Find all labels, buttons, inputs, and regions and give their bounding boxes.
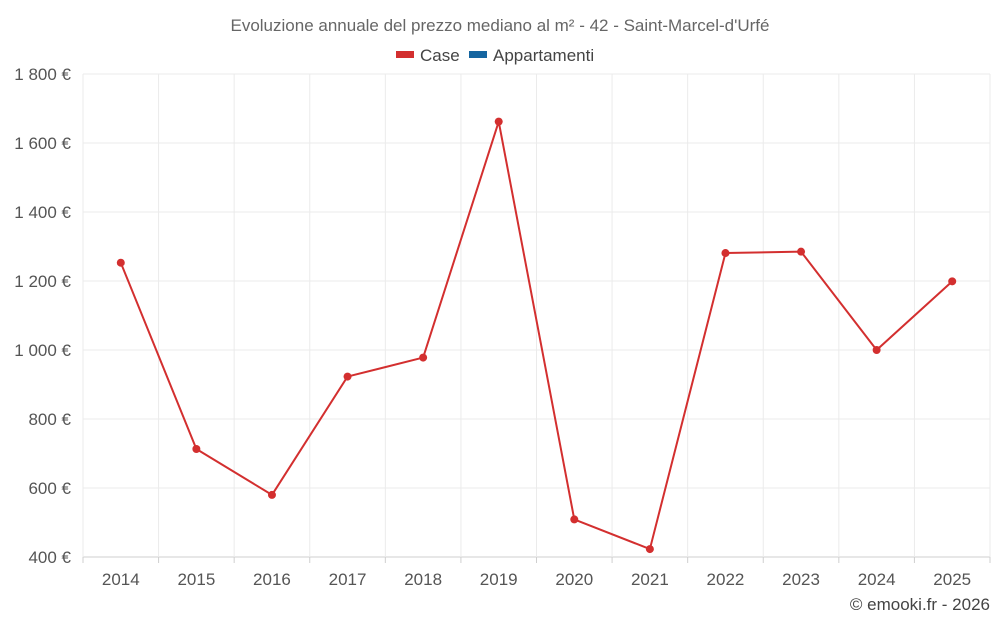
series <box>116 117 957 554</box>
data-point[interactable] <box>948 277 957 286</box>
chart-title: Evoluzione annuale del prezzo mediano al… <box>230 16 769 35</box>
y-tick-label: 1 200 € <box>14 272 71 291</box>
x-tick-label: 2024 <box>858 570 896 589</box>
data-point[interactable] <box>872 346 881 354</box>
data-point[interactable] <box>494 117 503 126</box>
credit-text: © emooki.fr - 2026 <box>850 595 990 614</box>
x-tick-label: 2020 <box>555 570 593 589</box>
legend-swatch-1[interactable] <box>469 51 487 58</box>
y-tick-label: 1 400 € <box>14 203 71 222</box>
data-point[interactable] <box>192 445 201 454</box>
data-point[interactable] <box>343 372 352 381</box>
y-tick-label: 400 € <box>28 548 71 567</box>
x-tick-label: 2014 <box>102 570 140 589</box>
data-point[interactable] <box>721 249 730 258</box>
legend: Case Appartamenti <box>396 46 594 65</box>
series-line-0 <box>119 120 953 551</box>
x-tick-label: 2017 <box>329 570 367 589</box>
x-tick-label: 2016 <box>253 570 291 589</box>
y-axis: 400 € 600 € 800 € 1 000 € 1 200 € 1 400 € 1 60… <box>14 65 71 567</box>
x-tick-label: 2021 <box>631 570 669 589</box>
legend-label-0[interactable]: Case <box>420 46 460 65</box>
y-tick-label: 800 € <box>28 410 71 429</box>
x-tick-label: 2018 <box>404 570 442 589</box>
x-axis: 2014 2015 2016 2017 2018 2019 2020 2021 2022 2023… <box>102 570 971 589</box>
x-tick-label: 2015 <box>177 570 215 589</box>
y-tick-label: 1 600 € <box>14 134 71 153</box>
data-point[interactable] <box>570 515 579 524</box>
y-tick-label: 600 € <box>28 479 71 498</box>
data-point[interactable] <box>419 353 428 362</box>
grid <box>82 73 991 563</box>
legend-swatch-0[interactable] <box>396 51 414 58</box>
data-point[interactable] <box>267 490 276 499</box>
data-point[interactable] <box>797 247 806 256</box>
legend-label-1[interactable]: Appartamenti <box>493 46 594 65</box>
x-tick-label: 2025 <box>933 570 971 589</box>
y-tick-label: 1 800 € <box>14 65 71 84</box>
data-point[interactable] <box>116 258 125 267</box>
y-tick-label: 1 000 € <box>14 341 71 360</box>
x-tick-label: 2019 <box>480 570 518 589</box>
x-tick-label: 2022 <box>707 570 745 589</box>
x-tick-label: 2023 <box>782 570 820 589</box>
data-point[interactable] <box>645 545 654 554</box>
